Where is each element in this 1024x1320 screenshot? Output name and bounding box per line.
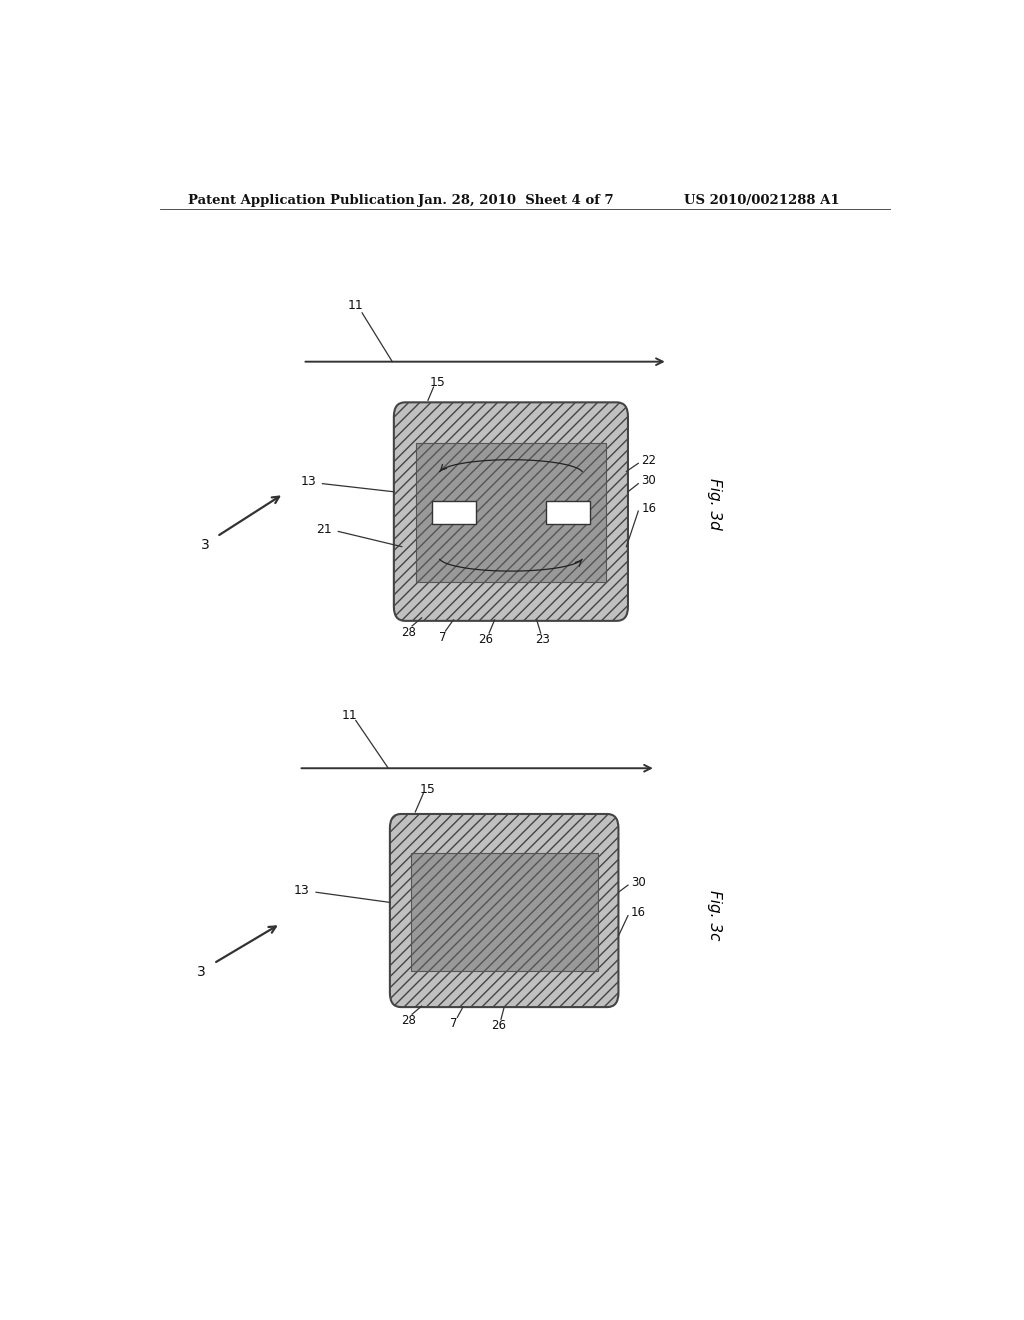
Text: 28: 28 xyxy=(401,626,417,639)
Text: 30: 30 xyxy=(641,474,656,487)
Text: 16: 16 xyxy=(641,502,656,515)
Text: 15: 15 xyxy=(429,375,445,388)
Text: 23: 23 xyxy=(535,632,550,645)
Text: Patent Application Publication: Patent Application Publication xyxy=(187,194,415,207)
Text: 22: 22 xyxy=(641,454,656,467)
Text: 28: 28 xyxy=(401,1014,417,1027)
Text: 7: 7 xyxy=(438,631,446,644)
Text: 13: 13 xyxy=(294,883,309,896)
Bar xyxy=(546,502,590,524)
Text: US 2010/0021288 A1: US 2010/0021288 A1 xyxy=(684,194,839,207)
Text: 11: 11 xyxy=(348,300,364,313)
Text: 21: 21 xyxy=(316,523,332,536)
Text: 11: 11 xyxy=(342,709,357,722)
Text: 30: 30 xyxy=(631,875,646,888)
Bar xyxy=(416,444,606,582)
Text: 13: 13 xyxy=(300,475,316,488)
Text: 15: 15 xyxy=(419,783,435,796)
FancyBboxPatch shape xyxy=(394,403,628,620)
Text: 16: 16 xyxy=(631,906,646,919)
Text: 26: 26 xyxy=(492,1019,506,1032)
Bar xyxy=(411,853,598,970)
Text: Jan. 28, 2010  Sheet 4 of 7: Jan. 28, 2010 Sheet 4 of 7 xyxy=(418,194,613,207)
Text: 26: 26 xyxy=(478,632,494,645)
FancyBboxPatch shape xyxy=(390,814,618,1007)
Bar xyxy=(432,502,475,524)
Text: 3: 3 xyxy=(201,537,209,552)
Text: Fig. 3d: Fig. 3d xyxy=(708,478,722,529)
Text: 7: 7 xyxy=(451,1016,458,1030)
Text: Fig. 3c: Fig. 3c xyxy=(708,891,722,941)
Text: 3: 3 xyxy=(198,965,206,978)
